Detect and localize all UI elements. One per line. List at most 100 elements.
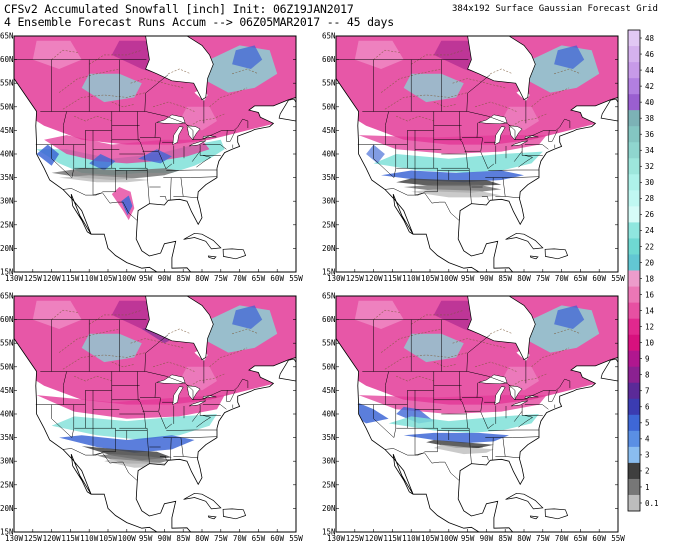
- state-border: [373, 404, 395, 438]
- state-border: [137, 111, 146, 169]
- colorbar-swatch: [628, 494, 640, 512]
- state-border: [158, 152, 173, 169]
- colorbar-swatch: [628, 366, 640, 384]
- lon-label: 95W: [461, 274, 475, 283]
- contour-line: [531, 87, 570, 108]
- island-coast: [183, 232, 222, 250]
- state-border: [183, 456, 199, 459]
- lon-label: 65W: [574, 534, 588, 543]
- colorbar-label: 10: [645, 338, 655, 347]
- island-coast: [505, 232, 544, 250]
- lon-label: 115W: [61, 534, 80, 543]
- lon-label: 80W: [517, 534, 531, 543]
- colorbar-label: 34: [645, 146, 655, 155]
- state-border: [514, 411, 523, 422]
- snowfall-region: [121, 195, 133, 216]
- lon-label: 90W: [480, 274, 494, 283]
- state-border: [393, 144, 397, 178]
- state-border: [467, 371, 528, 401]
- lon-label: 65W: [252, 274, 266, 283]
- island-coast: [207, 515, 217, 520]
- north-america-coast: [14, 36, 296, 272]
- lon-label: 105W: [99, 274, 118, 283]
- state-border: [163, 176, 218, 178]
- great-lake: [172, 386, 184, 406]
- lon-label: 75W: [214, 534, 228, 543]
- snowfall-region: [81, 73, 142, 103]
- snowfall-region: [554, 45, 585, 69]
- state-border: [468, 168, 471, 185]
- state-border: [71, 144, 75, 178]
- colorbar-label: 5: [645, 419, 650, 428]
- snowfall-contours: [373, 309, 581, 389]
- colorbar-swatch: [628, 286, 640, 303]
- colorbar-swatch: [628, 334, 640, 351]
- contour-line: [433, 361, 457, 368]
- state-border: [192, 151, 201, 162]
- state-border: [469, 184, 472, 204]
- state-border: [145, 111, 206, 141]
- lon-label: 120W: [43, 534, 62, 543]
- colorbar-label: 6: [645, 403, 650, 412]
- lon-label: 75W: [214, 274, 228, 283]
- colorbar-swatch: [628, 414, 640, 432]
- colorbar-frame: [627, 29, 641, 512]
- contour-line: [51, 49, 78, 60]
- lon-label: 95W: [139, 534, 153, 543]
- lon-label: 55W: [289, 274, 303, 283]
- lat-label: 65N: [322, 32, 336, 41]
- lon-label: 110W: [402, 274, 421, 283]
- state-border: [51, 404, 73, 438]
- state-border: [63, 111, 67, 145]
- lon-label: 100W: [440, 274, 459, 283]
- state-border: [467, 111, 528, 141]
- coastlines: [14, 36, 296, 272]
- province-border: [144, 74, 169, 112]
- contour-line: [209, 347, 248, 368]
- state-border: [102, 428, 116, 453]
- colorbar-label: 9: [645, 354, 650, 363]
- lat-label: 20N: [0, 504, 14, 513]
- state-border: [464, 137, 483, 152]
- great-lake: [186, 385, 201, 401]
- lat-label: 55N: [322, 79, 336, 88]
- state-border: [525, 118, 571, 139]
- state-border: [63, 371, 67, 405]
- contour-line: [531, 347, 570, 368]
- state-border: [142, 137, 161, 152]
- great-lake: [202, 395, 217, 399]
- lon-label: 55W: [611, 274, 625, 283]
- colorbar-swatch: [628, 446, 640, 464]
- lon-label: 60W: [270, 534, 284, 543]
- state-border: [488, 429, 539, 431]
- state-border: [505, 196, 521, 199]
- colorbar-swatch: [628, 382, 640, 400]
- lat-label: 45N: [322, 386, 336, 395]
- state-border: [514, 151, 523, 162]
- state-border: [71, 404, 75, 438]
- lat-label: 40N: [0, 410, 14, 419]
- lon-label: 105W: [421, 534, 440, 543]
- state-border: [142, 397, 161, 412]
- colorbar-label: 2: [645, 467, 650, 476]
- state-border: [518, 155, 534, 168]
- island-coast: [529, 255, 539, 260]
- state-border: [524, 144, 549, 150]
- state-border: [202, 144, 227, 150]
- lat-label: 65N: [0, 292, 14, 301]
- colorbar-swatch: [628, 318, 640, 335]
- state-border: [226, 390, 236, 402]
- snowfall-region: [403, 432, 509, 444]
- state-border: [384, 448, 460, 481]
- colorbar-swatch: [628, 46, 640, 63]
- colorbar-label: 7: [645, 387, 650, 396]
- state-border: [485, 176, 540, 178]
- great-lake: [156, 374, 186, 385]
- snowfall-region: [403, 333, 464, 363]
- colorbar-swatch: [628, 110, 640, 127]
- contour-line: [168, 328, 191, 335]
- state-border: [393, 404, 397, 438]
- contour-line: [62, 92, 146, 110]
